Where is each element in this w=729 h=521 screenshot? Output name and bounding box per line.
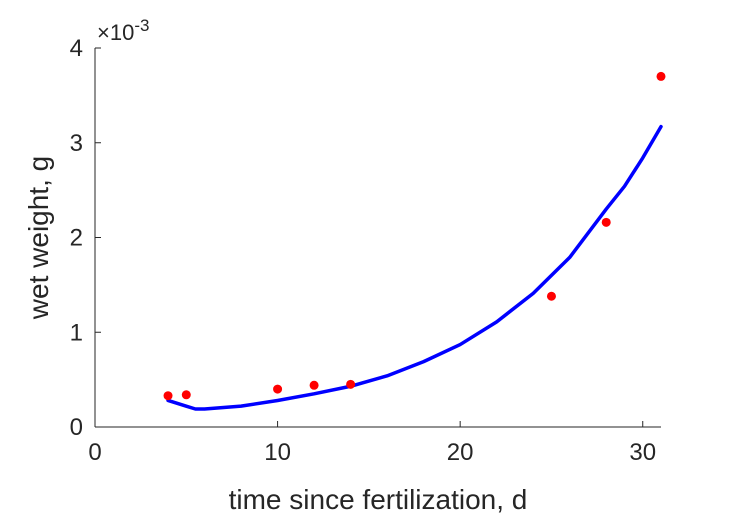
y-axis-exponent-power: -3 [134, 16, 149, 35]
data-point [601, 217, 611, 227]
x-tick-label: 30 [629, 439, 656, 466]
model-fit-line [166, 124, 663, 411]
y-tick-label: 4 [70, 35, 83, 62]
x-tick-label: 0 [88, 439, 101, 466]
data-point [656, 71, 666, 81]
data-point [546, 291, 556, 301]
y-axis-exponent-base: ×10 [97, 20, 134, 45]
x-tick-label: 10 [264, 439, 291, 466]
x-axis-label: time since fertilization, d [229, 484, 528, 515]
x-tick-label: 20 [447, 439, 474, 466]
y-axis-label: wet weight, g [23, 156, 54, 320]
data-point [309, 380, 319, 390]
data-point [163, 391, 173, 401]
y-axis-ticks: 0 1 2 3 4 [70, 35, 101, 441]
y-tick-label: 3 [70, 130, 83, 157]
y-tick-label: 1 [70, 319, 83, 346]
data-point [181, 390, 191, 400]
data-point [273, 384, 283, 394]
x-axis-ticks: 0 10 20 30 [88, 421, 656, 466]
plot-area [163, 71, 666, 411]
data-point [346, 379, 356, 389]
y-tick-label: 0 [70, 414, 83, 441]
y-axis-exponent-label: ×10-3 [97, 16, 149, 45]
y-tick-label: 2 [70, 225, 83, 252]
